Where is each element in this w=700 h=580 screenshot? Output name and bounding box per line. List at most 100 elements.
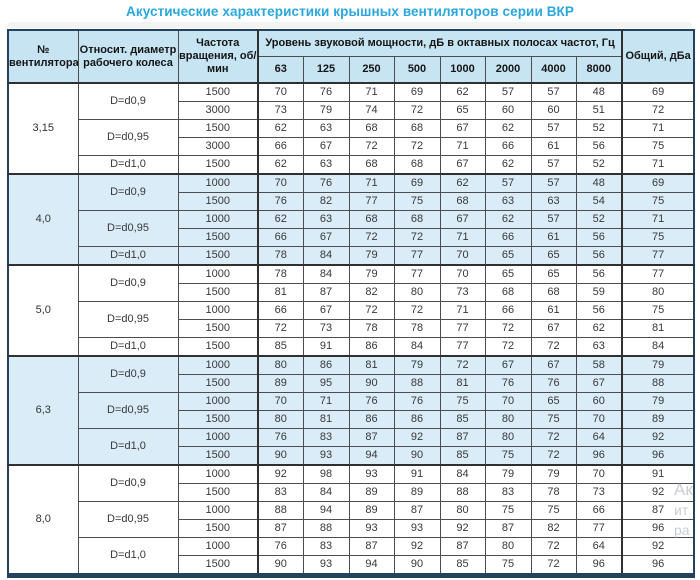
spl-value-cell: 75	[484, 446, 532, 466]
spl-value-cell: 76	[302, 173, 350, 193]
spl-value-cell: 83	[257, 483, 304, 502]
spl-value-cell: 64	[575, 537, 623, 556]
spl-value-cell: 80	[393, 283, 441, 302]
spl-value-cell: 57	[530, 173, 577, 193]
table-row: 3,15 D=d0,9 1500 70 76 71 69 62 57 57 48 69	[7, 82, 695, 175]
header-freq-250: 250	[348, 56, 395, 84]
total-db-cell: 75	[621, 228, 695, 247]
spl-value-cell: 77	[393, 264, 441, 284]
header-rpm: Частота вращения, об/мин	[177, 29, 259, 84]
spl-value-cell: 67	[302, 228, 350, 247]
total-db-cell: 84	[621, 337, 695, 357]
spl-value-cell: 66	[257, 137, 304, 156]
spl-value-cell: 57	[530, 210, 577, 229]
spl-value-cell: 90	[393, 446, 441, 466]
spl-value-cell: 64	[575, 428, 623, 447]
spl-value-cell: 93	[302, 446, 350, 466]
spl-value-cell: 87	[393, 501, 441, 520]
spl-value-cell: 87	[257, 519, 304, 538]
spl-value-cell: 79	[530, 464, 577, 484]
header-row-1: № вентилятора Относит. диаметр рабочего …	[7, 29, 695, 84]
spl-value-cell: 63	[302, 119, 350, 138]
spl-value-cell: 72	[393, 101, 441, 120]
total-db-cell: 79	[621, 392, 695, 411]
spl-value-cell: 85	[439, 410, 486, 429]
diameter-cell: D=d0,95	[77, 301, 179, 338]
spl-value-cell: 81	[302, 410, 350, 429]
spl-value-cell: 70	[257, 82, 304, 102]
spl-value-cell: 63	[530, 192, 577, 211]
rpm-cell: 1500	[177, 555, 259, 576]
spl-value-cell: 91	[302, 337, 350, 357]
spl-value-cell: 83	[302, 428, 350, 447]
header-freq-125: 125	[302, 56, 350, 84]
watermark-line: Ак	[674, 480, 693, 499]
spl-value-cell: 80	[257, 355, 304, 375]
spl-value-cell: 62	[257, 119, 304, 138]
spl-value-cell: 70	[439, 246, 486, 266]
spl-value-cell: 92	[393, 537, 441, 556]
spl-value-cell: 80	[484, 428, 532, 447]
rpm-cell: 1000	[177, 301, 259, 320]
table-row: 1500 80 81 86 86 85 80 75 70 89	[8, 410, 695, 429]
spl-value-cell: 57	[484, 173, 532, 193]
spl-value-cell: 62	[484, 119, 532, 138]
header-spl-group: Уровень звуковой мощности, дБ в октавных…	[256, 29, 623, 57]
table-body: 3,15 D=d0,9 1500 70 76 71 69 62 57 57 48 69 3000 73 79…	[7, 82, 695, 576]
spl-value-cell: 89	[393, 483, 441, 502]
rpm-cell: 1500	[177, 410, 259, 429]
spl-value-cell: 77	[439, 319, 486, 338]
spl-value-cell: 70	[575, 410, 623, 429]
spl-value-cell: 62	[439, 82, 486, 102]
spl-value-cell: 72	[484, 319, 532, 338]
total-db-cell: 75	[621, 192, 695, 211]
diameter-cell: D=d0,9	[77, 355, 179, 393]
spl-value-cell: 56	[575, 228, 623, 247]
spl-value-cell: 63	[484, 192, 532, 211]
spl-value-cell: 87	[302, 283, 350, 302]
diameter-cell: D=d0,95	[77, 119, 179, 156]
total-db-cell: 96	[621, 446, 695, 466]
spl-value-cell: 63	[302, 210, 350, 229]
spl-value-cell: 86	[348, 337, 395, 357]
spl-value-cell: 82	[302, 192, 350, 211]
spl-value-cell: 62	[575, 319, 623, 338]
spl-value-cell: 56	[575, 137, 623, 156]
fan-number-cell: 8,0	[7, 464, 79, 576]
table-row: 3000 66 67 72 72 71 66 61 56 75	[8, 137, 695, 156]
spl-value-cell: 62	[484, 155, 532, 175]
header-freq-500: 500	[393, 56, 441, 84]
spl-value-cell: 70	[439, 264, 486, 284]
spl-value-cell: 81	[257, 283, 304, 302]
spl-value-cell: 48	[575, 82, 623, 102]
spl-value-cell: 76	[257, 192, 304, 211]
spl-value-cell: 70	[257, 173, 304, 193]
spl-value-cell: 76	[484, 374, 532, 393]
rpm-cell: 1000	[177, 264, 259, 284]
spl-value-cell: 85	[257, 337, 304, 357]
spl-value-cell: 88	[302, 519, 350, 538]
spl-value-cell: 77	[575, 519, 623, 538]
spl-value-cell: 85	[439, 446, 486, 466]
spl-value-cell: 86	[302, 355, 350, 375]
diameter-cell: D=d1,0	[77, 337, 179, 357]
spl-value-cell: 60	[575, 392, 623, 411]
spl-value-cell: 69	[393, 82, 441, 102]
spl-value-cell: 92	[393, 428, 441, 447]
spl-value-cell: 84	[302, 264, 350, 284]
watermark-line: ра	[674, 522, 690, 538]
total-db-cell: 71	[621, 210, 695, 229]
diameter-cell: D=d0,9	[77, 82, 179, 120]
rpm-cell: 1500	[177, 192, 259, 211]
spl-value-cell: 59	[575, 283, 623, 302]
spl-value-cell: 74	[348, 101, 395, 120]
spl-value-cell: 68	[393, 155, 441, 175]
spl-value-cell: 61	[530, 228, 577, 247]
spl-value-cell: 83	[302, 537, 350, 556]
spl-value-cell: 88	[257, 501, 304, 520]
spl-value-cell: 81	[439, 374, 486, 393]
rpm-cell: 1000	[177, 173, 259, 193]
table-header: № вентилятора Относит. диаметр рабочего …	[7, 29, 695, 84]
spl-value-cell: 70	[484, 392, 532, 411]
rpm-cell: 1500	[177, 483, 259, 502]
